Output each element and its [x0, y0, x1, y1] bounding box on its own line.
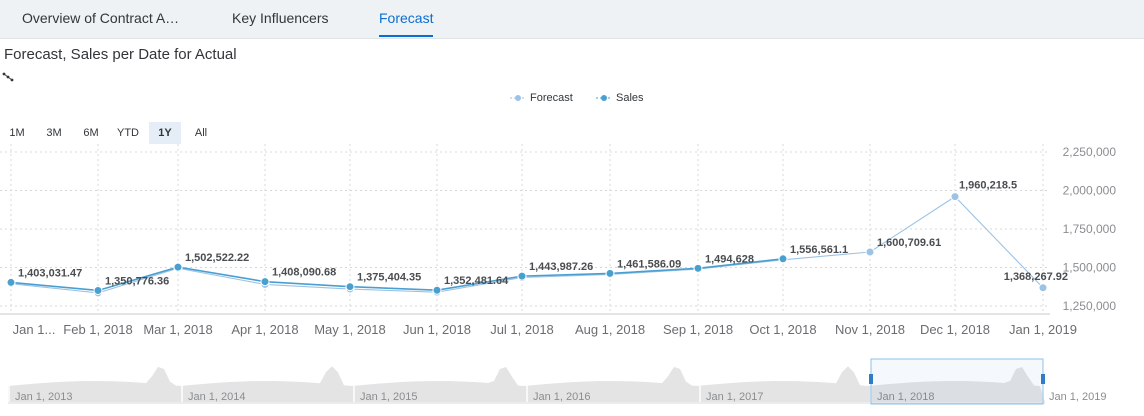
data-label-sales: 1,352,481.64: [444, 275, 509, 287]
time-navigator[interactable]: Jan 1, 2013 Jan 1, 2014 Jan 1, 2015 Jan 1, …: [8, 356, 1107, 405]
y-tick-label: 1,750,000: [1063, 222, 1117, 236]
data-point-sales: [432, 285, 442, 295]
x-tick-label: Dec 1, 2018: [920, 322, 990, 337]
x-tick-label: Jul 1, 2018: [490, 322, 554, 337]
chart-legend: Forecast Sales: [0, 92, 1144, 108]
plot-gridlines: [0, 144, 1050, 315]
x-tick-label: Mar 1, 2018: [143, 322, 212, 337]
data-label-sales: 1,403,031.47: [18, 267, 82, 279]
data-label-sales: 1,375,404.35: [357, 272, 421, 284]
data-point-sales: [260, 277, 270, 287]
drill-hierarchy-icon[interactable]: [2, 72, 14, 82]
data-point-sales: [517, 271, 527, 281]
y-tick-label: 1,500,000: [1063, 261, 1117, 275]
navigator-label: Jan 1, 2014: [188, 391, 246, 403]
x-axis: Jan 1... Feb 1, 2018 Mar 1, 2018 Apr 1, 201…: [13, 322, 1077, 337]
data-point-forecast: [950, 192, 960, 202]
x-tick-label: Nov 1, 2018: [835, 322, 905, 337]
series-points: [6, 192, 1048, 298]
y-axis: 1,250,000 1,500,000 1,750,000 2,000,000 2,25…: [1063, 145, 1117, 313]
chart-title: Forecast, Sales per Date for Actual: [4, 46, 237, 63]
data-label-sales: 1,443,987.26: [529, 261, 593, 273]
x-tick-label: Jan 1, 2019: [1009, 322, 1077, 337]
navigator-selection: [870, 358, 1044, 405]
range-button-3m[interactable]: 3M: [46, 127, 62, 139]
data-labels: 1,600,709.61 1,960,218.5 1,368,267.92 1,403…: [18, 180, 1068, 288]
tab-forecast[interactable]: Forecast: [379, 0, 434, 37]
x-tick-label: Feb 1, 2018: [63, 322, 132, 337]
x-tick-label: Jun 1, 2018: [403, 322, 471, 337]
data-point-sales: [173, 262, 183, 272]
navigator-handle-left: [869, 374, 873, 384]
data-label-sales: 1,494,628: [705, 253, 754, 265]
navigator-label: Jan 1, 2017: [706, 391, 764, 403]
y-tick-label: 2,250,000: [1063, 145, 1117, 159]
legend-marker-sales-icon: [596, 95, 612, 101]
data-label-sales: 1,502,522.22: [185, 252, 249, 264]
data-label-forecast: 1,960,218.5: [959, 180, 1017, 192]
x-tick-label: Apr 1, 2018: [231, 322, 298, 337]
legend-item-forecast[interactable]: Forecast: [510, 92, 573, 104]
navigator-label: Jan 1, 2016: [533, 391, 591, 403]
data-point-sales: [778, 254, 788, 264]
x-tick-label: Oct 1, 2018: [749, 322, 816, 337]
range-button-1y[interactable]: 1Y: [149, 122, 181, 144]
range-button-ytd[interactable]: YTD: [117, 127, 139, 139]
x-tick-label: May 1, 2018: [314, 322, 386, 337]
data-point-forecast: [865, 247, 875, 257]
data-point-sales: [605, 268, 615, 278]
navigator-label: Jan 1, 2013: [15, 391, 73, 403]
tab-overview[interactable]: Overview of Contract A…: [22, 10, 180, 26]
range-button-6m[interactable]: 6M: [83, 127, 99, 139]
data-label-sales: 1,556,561.1: [790, 244, 848, 256]
navigator-handle-right: [1041, 374, 1045, 384]
data-point-sales: [693, 263, 703, 273]
y-tick-label: 2,000,000: [1063, 184, 1117, 198]
data-label-sales: 1,461,586.09: [617, 258, 681, 270]
legend-label-sales: Sales: [616, 92, 644, 104]
data-point-sales: [345, 282, 355, 292]
x-tick-label: Sep 1, 2018: [663, 322, 733, 337]
navigator-area: [8, 366, 1045, 402]
range-button-1m[interactable]: 1M: [9, 127, 25, 139]
navigator-label: Jan 1, 2018: [877, 391, 935, 403]
legend-label-forecast: Forecast: [530, 92, 573, 104]
data-point-sales: [6, 277, 16, 287]
legend-item-sales[interactable]: Sales: [596, 92, 644, 104]
navigator-label: Jan 1, 2015: [360, 391, 418, 403]
x-tick-label: Jan 1...: [13, 322, 56, 337]
data-label-sales: 1,408,090.68: [272, 267, 336, 279]
data-label-forecast: 1,600,709.61: [877, 237, 941, 249]
series-line-sales: [10, 257, 784, 292]
range-button-all[interactable]: All: [194, 127, 208, 139]
data-point-sales: [93, 285, 103, 295]
data-label-forecast: 1,368,267.92: [1004, 271, 1068, 283]
data-label-sales: 1,350,776.36: [105, 275, 169, 287]
tab-key-influencers[interactable]: Key Influencers: [232, 10, 329, 26]
navigator-label: Jan 1, 2019: [1049, 391, 1107, 403]
data-point-forecast: [1038, 283, 1048, 293]
x-tick-label: Aug 1, 2018: [575, 322, 645, 337]
legend-marker-forecast-icon: [510, 95, 526, 101]
y-tick-label: 1,250,000: [1063, 299, 1117, 313]
tab-bar: Overview of Contract A… Key Influencers …: [0, 0, 1144, 39]
